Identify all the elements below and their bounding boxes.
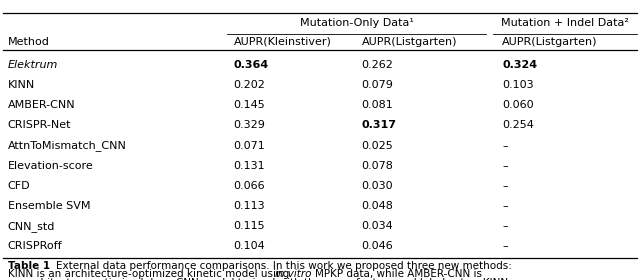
Text: 0.324: 0.324: [502, 60, 538, 70]
Text: 0.145: 0.145: [234, 100, 266, 110]
Text: 0.115: 0.115: [234, 221, 265, 231]
Text: Ensemble SVM: Ensemble SVM: [8, 201, 90, 211]
Text: Table 1: Table 1: [8, 261, 50, 271]
Text: 0.078: 0.078: [362, 161, 394, 171]
Text: 0.025: 0.025: [362, 141, 394, 151]
Text: 0.317: 0.317: [362, 120, 397, 130]
Text: CFD: CFD: [8, 181, 30, 191]
Text: 0.131: 0.131: [234, 161, 265, 171]
Text: 0.364: 0.364: [234, 60, 269, 70]
Text: –: –: [502, 221, 508, 231]
Text: 0.071: 0.071: [234, 141, 266, 151]
Text: CRISPRoff: CRISPRoff: [8, 241, 62, 251]
Text: –: –: [502, 141, 508, 151]
Text: AUPR(Kleinstiver): AUPR(Kleinstiver): [234, 37, 332, 47]
Text: KINN: KINN: [8, 80, 35, 90]
Text: 0.030: 0.030: [362, 181, 393, 191]
Text: CRISPR-Net: CRISPR-Net: [8, 120, 71, 130]
Text: AUPR(Listgarten): AUPR(Listgarten): [502, 37, 598, 47]
Text: –: –: [502, 201, 508, 211]
Text: in vitro: in vitro: [275, 269, 312, 279]
Text: Elektrum: Elektrum: [8, 60, 58, 70]
Text: 0.113: 0.113: [234, 201, 265, 211]
Text: KINN is an architecture-optimized kinetic model using: KINN is an architecture-optimized kineti…: [8, 269, 289, 279]
Text: 0.104: 0.104: [234, 241, 266, 251]
Text: 0.066: 0.066: [234, 181, 265, 191]
Text: MPKP data, while AMBER-CNN is: MPKP data, while AMBER-CNN is: [315, 269, 482, 279]
Text: Elevation-score: Elevation-score: [8, 161, 93, 171]
Text: AMBER-CNN: AMBER-CNN: [8, 100, 76, 110]
Text: an architecture-optimized deep CNN model trained with the same feature and label: an architecture-optimized deep CNN model…: [8, 278, 511, 280]
Text: 0.103: 0.103: [502, 80, 534, 90]
Text: –: –: [502, 181, 508, 191]
Text: AttnToMismatch_CNN: AttnToMismatch_CNN: [8, 140, 127, 151]
Text: 0.046: 0.046: [362, 241, 394, 251]
Text: Mutation + Indel Data²: Mutation + Indel Data²: [501, 18, 628, 28]
Text: 0.048: 0.048: [362, 201, 394, 211]
Text: Mutation-Only Data¹: Mutation-Only Data¹: [300, 18, 413, 28]
Text: CNN_std: CNN_std: [8, 221, 55, 232]
Text: AUPR(Listgarten): AUPR(Listgarten): [362, 37, 457, 47]
Text: 0.262: 0.262: [362, 60, 394, 70]
Text: 0.202: 0.202: [234, 80, 266, 90]
Text: 0.329: 0.329: [234, 120, 266, 130]
Text: –: –: [502, 241, 508, 251]
Text: –: –: [502, 161, 508, 171]
Text: 0.079: 0.079: [362, 80, 394, 90]
Text: 0.254: 0.254: [502, 120, 534, 130]
Text: 0.060: 0.060: [502, 100, 534, 110]
Text: External data performance comparisons. In this work we proposed three new method: External data performance comparisons. I…: [56, 261, 511, 271]
Text: 0.034: 0.034: [362, 221, 394, 231]
Text: 0.081: 0.081: [362, 100, 394, 110]
Text: Method: Method: [8, 37, 49, 47]
